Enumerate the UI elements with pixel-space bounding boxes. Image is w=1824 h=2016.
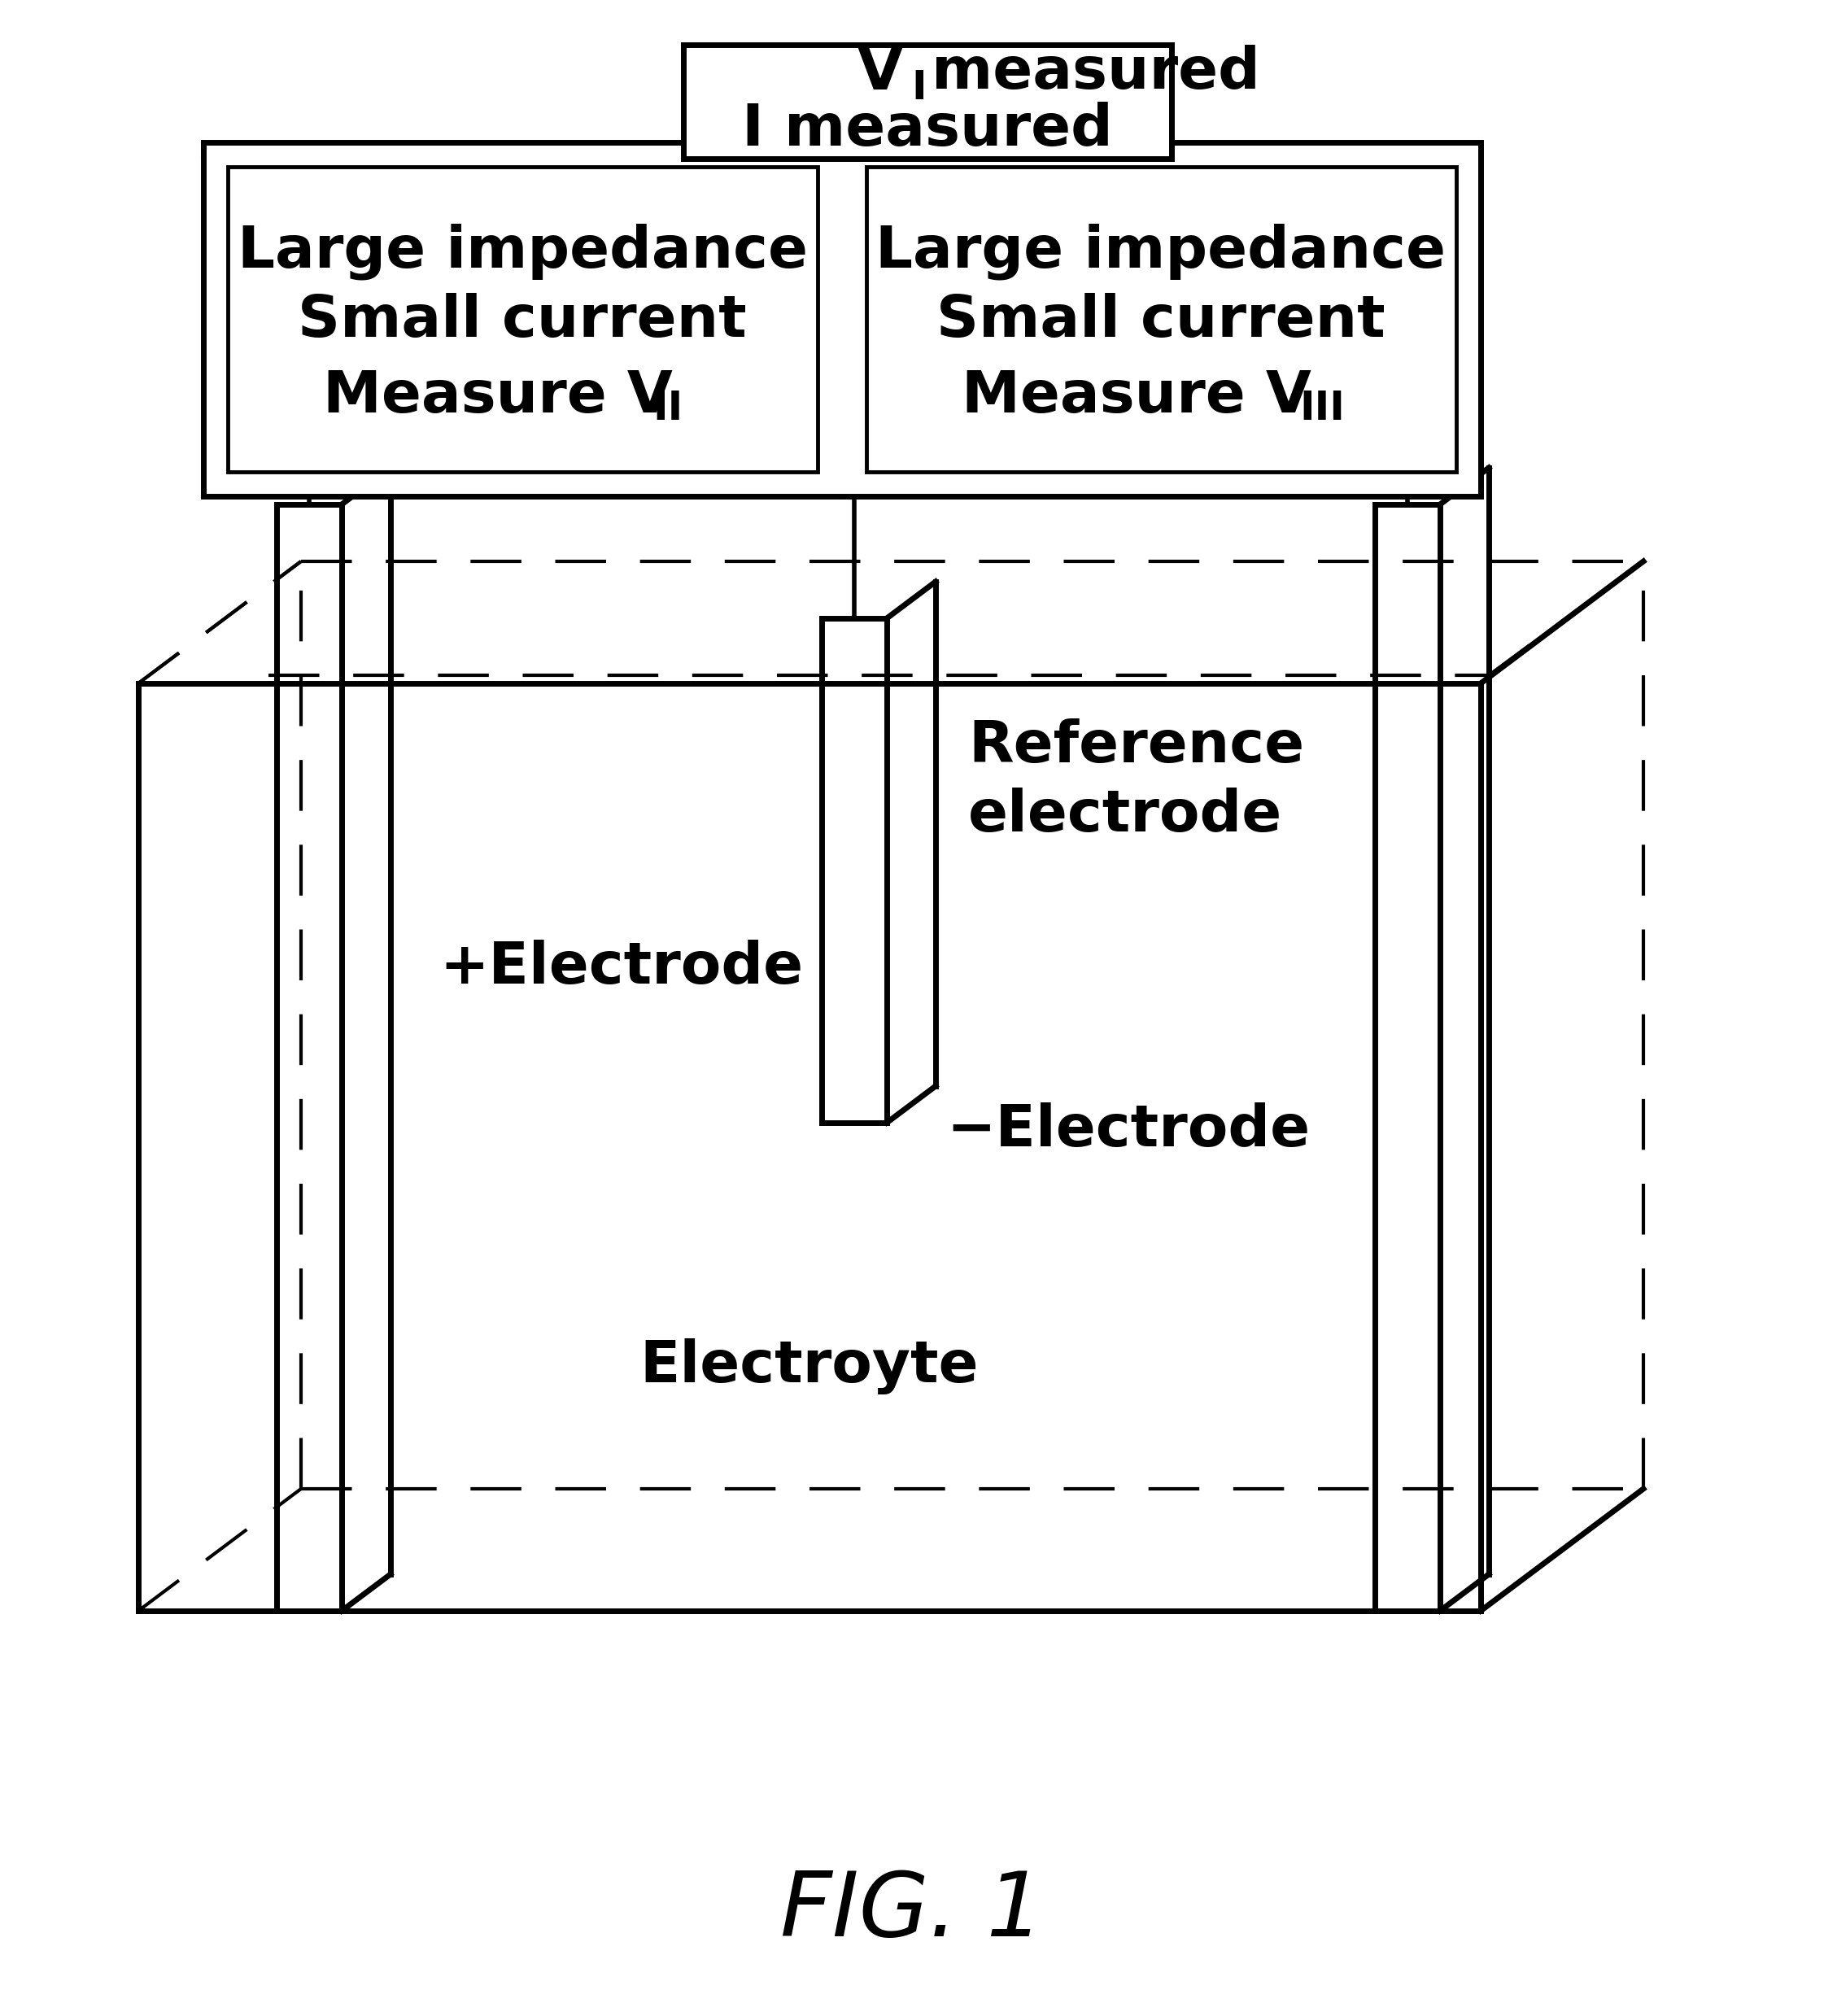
Bar	[204, 143, 1481, 496]
Text: I measured: I measured	[742, 103, 1113, 157]
Text: Large impedance
Small current: Large impedance Small current	[876, 224, 1446, 349]
Bar	[684, 44, 1171, 159]
Text: −Electrode: −Electrode	[947, 1103, 1310, 1159]
Text: measured: measured	[932, 44, 1260, 101]
Text: FIG. 1: FIG. 1	[781, 1869, 1043, 1956]
Bar	[866, 167, 1456, 472]
Text: +Electrode: +Electrode	[440, 939, 803, 996]
Text: II: II	[653, 389, 682, 427]
Text: Reference
electrode: Reference electrode	[969, 718, 1304, 845]
Text: Measure V: Measure V	[961, 369, 1311, 423]
Text: Electroyte: Electroyte	[640, 1339, 979, 1395]
Text: Large impedance
Small current: Large impedance Small current	[237, 224, 808, 349]
Text: Measure V: Measure V	[323, 369, 673, 423]
Text: I: I	[912, 69, 927, 107]
Bar	[228, 167, 817, 472]
Text: III: III	[1299, 389, 1344, 427]
Text: V: V	[857, 44, 903, 101]
